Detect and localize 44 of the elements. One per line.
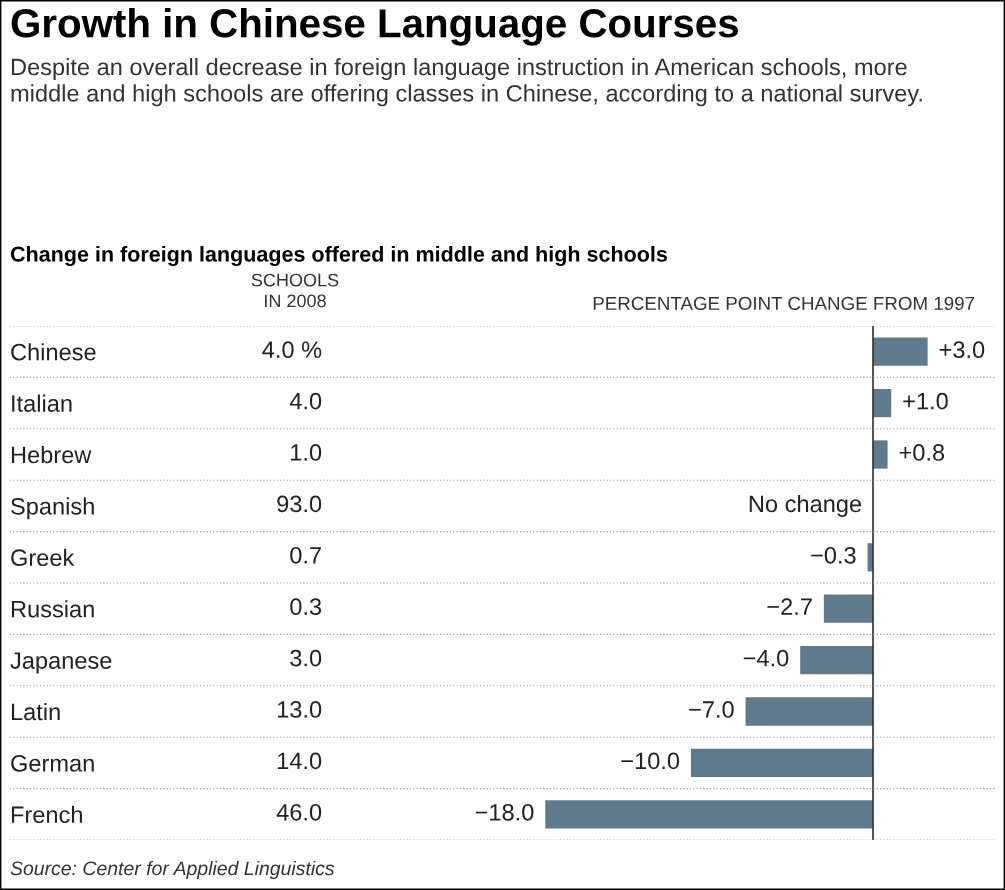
bar: [800, 645, 874, 675]
y-tick-label: Japanese: [10, 652, 112, 674]
bar: [745, 697, 874, 726]
chart-title: Growth in Chinese Language Courses: [11, 8, 738, 46]
data-label: −10.0: [621, 752, 680, 770]
y-tick-label: Latin: [11, 702, 60, 721]
bar: [823, 594, 874, 623]
y-tick-label: French: [11, 805, 82, 824]
data-label: −7.0: [689, 701, 734, 718]
text: Change in foreign languages offered in middle and high schools: [10, 245, 667, 267]
source-note: Source: Center for Applied Linguistics: [10, 860, 335, 880]
y-tick-label: Russian: [11, 600, 94, 618]
text: SCHOOLS IN 2008: [251, 273, 339, 308]
data-label: −2.7: [767, 598, 812, 615]
y-tick-label: Spanish: [11, 497, 94, 520]
bar: [690, 748, 874, 778]
annotation: 1.0: [291, 444, 322, 461]
bar: [545, 800, 874, 829]
y-tick-label: Hebrew: [11, 445, 92, 464]
y-tick-label: Chinese: [11, 343, 96, 361]
bar: [873, 337, 928, 366]
annotation: 14.0: [277, 752, 322, 770]
data-label: +3.0: [939, 341, 985, 359]
annotation: 0.3: [290, 598, 322, 616]
y-tick-label: Italian: [12, 394, 72, 412]
annotation: 4.0 %: [262, 341, 322, 359]
annotation: 93.0: [277, 495, 322, 513]
data-label: No change: [749, 494, 862, 517]
bar: [873, 388, 892, 418]
annotation: 4.0: [289, 392, 322, 410]
x-axis-title: PERCENTAGE POINT CHANGE FROM 1997: [593, 296, 975, 311]
annotation: 46.0: [276, 803, 322, 821]
data-label: −18.0: [475, 803, 534, 821]
y-tick-label: German: [11, 754, 94, 772]
annotation: 3.0: [290, 649, 322, 667]
annotation: 13.0: [277, 701, 322, 718]
data-label: −0.3: [811, 546, 856, 564]
data-label: +1.0: [903, 392, 948, 410]
data-label: +0.8: [899, 444, 945, 461]
annotation: 0.7: [290, 546, 321, 564]
y-tick-label: Greek: [11, 548, 75, 567]
chart-subtitle: Despite an overall decrease in foreign language instruction in American schools, more middle and high schools are offering classes in Chinese, according to a national survey.: [11, 58, 922, 107]
data-label: −4.0: [743, 649, 789, 667]
bar: [873, 440, 888, 469]
